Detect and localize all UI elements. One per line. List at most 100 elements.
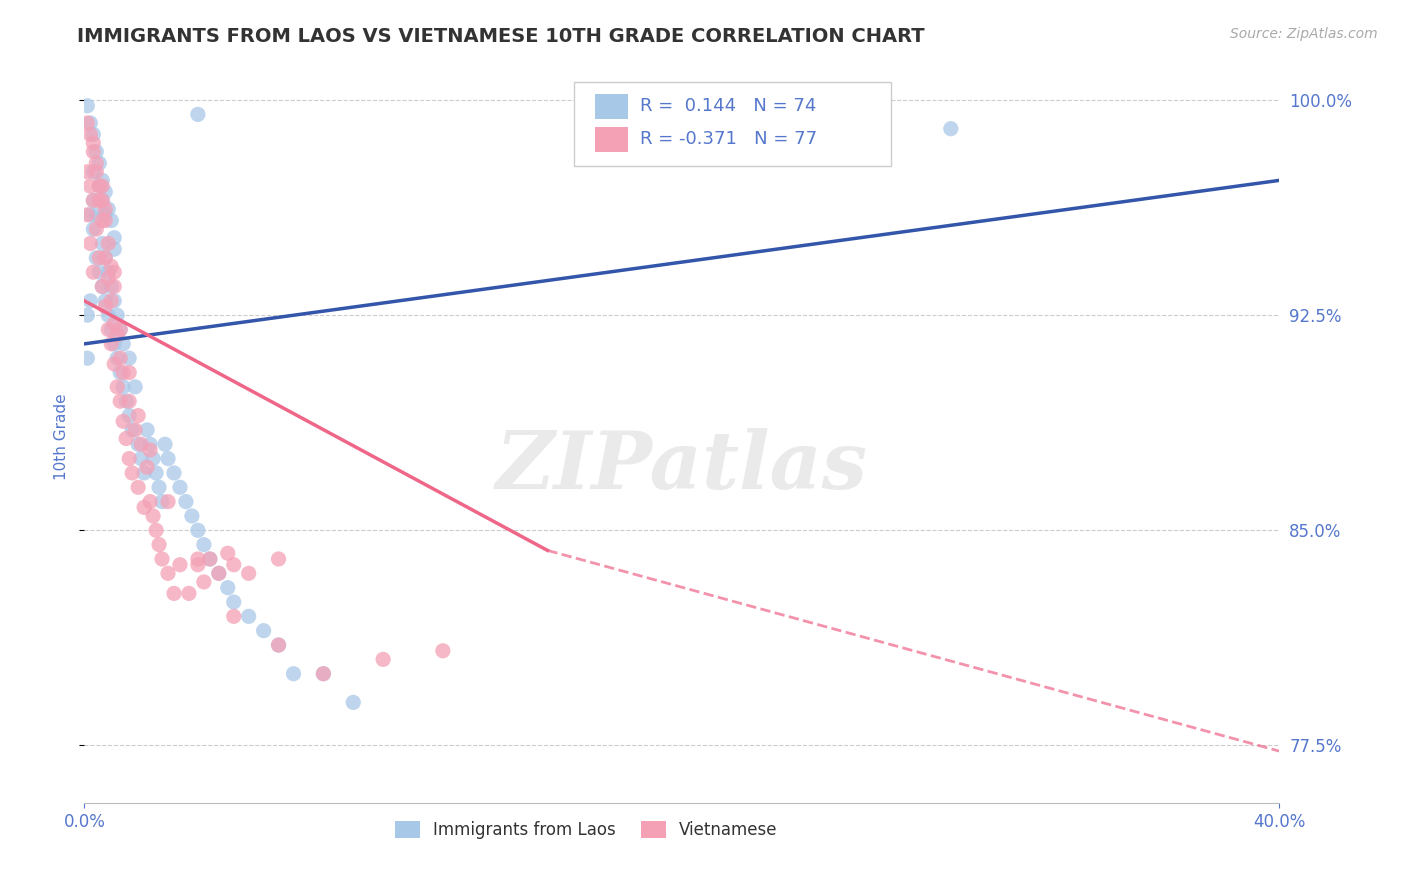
Point	[94, 300, 117, 314]
Point	[105, 351, 128, 366]
Point	[103, 357, 125, 371]
Text: Source: ZipAtlas.com: Source: ZipAtlas.com	[1230, 27, 1378, 41]
Point	[139, 494, 162, 508]
Point	[76, 99, 98, 113]
Point	[89, 156, 111, 170]
Point	[193, 574, 215, 589]
Point	[150, 494, 173, 508]
Point	[89, 194, 111, 208]
Point	[89, 179, 111, 194]
Point	[91, 173, 114, 187]
Point	[79, 179, 101, 194]
Point	[82, 194, 104, 208]
Point	[76, 116, 98, 130]
Point	[142, 451, 165, 466]
Point	[94, 251, 117, 265]
Point	[121, 423, 143, 437]
Point	[150, 552, 173, 566]
Point	[148, 480, 170, 494]
Point	[145, 524, 167, 538]
Y-axis label: 10th Grade: 10th Grade	[53, 393, 69, 481]
Point	[103, 279, 125, 293]
Point	[86, 165, 108, 179]
Point	[118, 451, 141, 466]
Point	[148, 538, 170, 552]
Point	[89, 265, 111, 279]
Point	[79, 236, 101, 251]
Point	[91, 236, 114, 251]
Point	[91, 213, 114, 227]
Point	[127, 480, 149, 494]
Point	[145, 466, 167, 480]
Point	[208, 566, 231, 581]
Point	[253, 624, 276, 638]
Point	[198, 552, 221, 566]
Point	[157, 566, 180, 581]
Point	[267, 552, 290, 566]
Point	[121, 466, 143, 480]
Point	[112, 366, 135, 380]
Point	[169, 558, 191, 572]
Point	[238, 609, 260, 624]
Point	[187, 107, 209, 121]
Point	[100, 279, 122, 293]
Point	[132, 466, 156, 480]
Point	[76, 208, 98, 222]
Point	[103, 336, 125, 351]
Point	[82, 194, 104, 208]
Point	[267, 638, 290, 652]
Point	[217, 546, 239, 560]
FancyBboxPatch shape	[575, 82, 891, 167]
Point	[198, 552, 221, 566]
Point	[82, 136, 104, 150]
Point	[132, 500, 156, 515]
Point	[94, 208, 117, 222]
Point	[103, 231, 125, 245]
Point	[208, 566, 231, 581]
Point	[112, 336, 135, 351]
Point	[100, 260, 122, 274]
Point	[136, 460, 159, 475]
Point	[91, 179, 114, 194]
Point	[110, 394, 132, 409]
Point	[91, 279, 114, 293]
Point	[82, 265, 104, 279]
Point	[105, 308, 128, 322]
Point	[103, 317, 125, 331]
Point	[79, 208, 101, 222]
Point	[118, 366, 141, 380]
Point	[312, 666, 335, 681]
Text: R = -0.371   N = 77: R = -0.371 N = 77	[640, 130, 817, 148]
Point	[238, 566, 260, 581]
Point	[76, 308, 98, 322]
Point	[94, 202, 117, 216]
Point	[222, 558, 245, 572]
Point	[115, 394, 138, 409]
Point	[432, 644, 454, 658]
Point	[110, 322, 132, 336]
Point	[110, 322, 132, 336]
Point	[124, 423, 146, 437]
Point	[79, 293, 101, 308]
Point	[79, 116, 101, 130]
Point	[82, 222, 104, 236]
Text: R =  0.144   N = 74: R = 0.144 N = 74	[640, 97, 817, 115]
Point	[82, 145, 104, 159]
Point	[129, 437, 152, 451]
Point	[939, 121, 962, 136]
Point	[94, 213, 117, 227]
Point	[112, 414, 135, 428]
Point	[139, 442, 162, 457]
Point	[97, 202, 120, 216]
Point	[82, 128, 104, 142]
Point	[115, 432, 138, 446]
Point	[100, 213, 122, 227]
Point	[97, 236, 120, 251]
Point	[118, 351, 141, 366]
Point	[97, 265, 120, 279]
Text: IMMIGRANTS FROM LAOS VS VIETNAMESE 10TH GRADE CORRELATION CHART: IMMIGRANTS FROM LAOS VS VIETNAMESE 10TH …	[77, 27, 925, 45]
Point	[100, 322, 122, 336]
Point	[157, 494, 180, 508]
Legend: Immigrants from Laos, Vietnamese: Immigrants from Laos, Vietnamese	[388, 814, 785, 846]
Point	[91, 194, 114, 208]
